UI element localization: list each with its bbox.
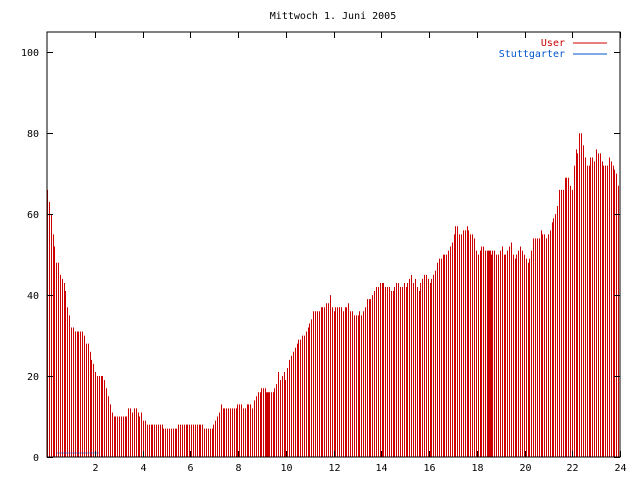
legend: User Stuttgarter — [499, 38, 607, 60]
y-tick-label-40: 40 — [27, 291, 39, 302]
y-tick-label-0: 0 — [33, 453, 39, 464]
y-axis: 0 20 40 60 80 100 — [21, 48, 620, 464]
y-tick-label-100: 100 — [21, 48, 39, 59]
x-tick-label-24: 24 — [614, 463, 626, 474]
x-tick-label-14: 14 — [375, 463, 387, 474]
y-tick-label-60: 60 — [27, 210, 39, 221]
x-tick-label-16: 16 — [423, 463, 435, 474]
x-tick-label-18: 18 — [471, 463, 483, 474]
x-tick-label-22: 22 — [566, 463, 578, 474]
y-tick-label-20: 20 — [27, 372, 39, 383]
x-tick-label-6: 6 — [187, 463, 193, 474]
x-tick-label-10: 10 — [280, 463, 292, 474]
x-tick-label-2: 2 — [92, 463, 98, 474]
y-tick-label-80: 80 — [27, 129, 39, 140]
x-tick-label-4: 4 — [140, 463, 146, 474]
legend-label-stuttgarter: Stuttgarter — [499, 49, 565, 60]
x-tick-label-12: 12 — [328, 463, 340, 474]
plot-frame — [46, 31, 621, 458]
chart-title: Mittwoch 1. Juni 2005 — [270, 11, 396, 22]
legend-label-user: User — [541, 38, 565, 49]
x-tick-label-20: 20 — [519, 463, 531, 474]
x-axis: 2 4 6 8 10 12 14 16 18 20 22 24 — [92, 32, 627, 474]
series-user-bars — [47, 133, 619, 457]
x-tick-label-8: 8 — [235, 463, 241, 474]
